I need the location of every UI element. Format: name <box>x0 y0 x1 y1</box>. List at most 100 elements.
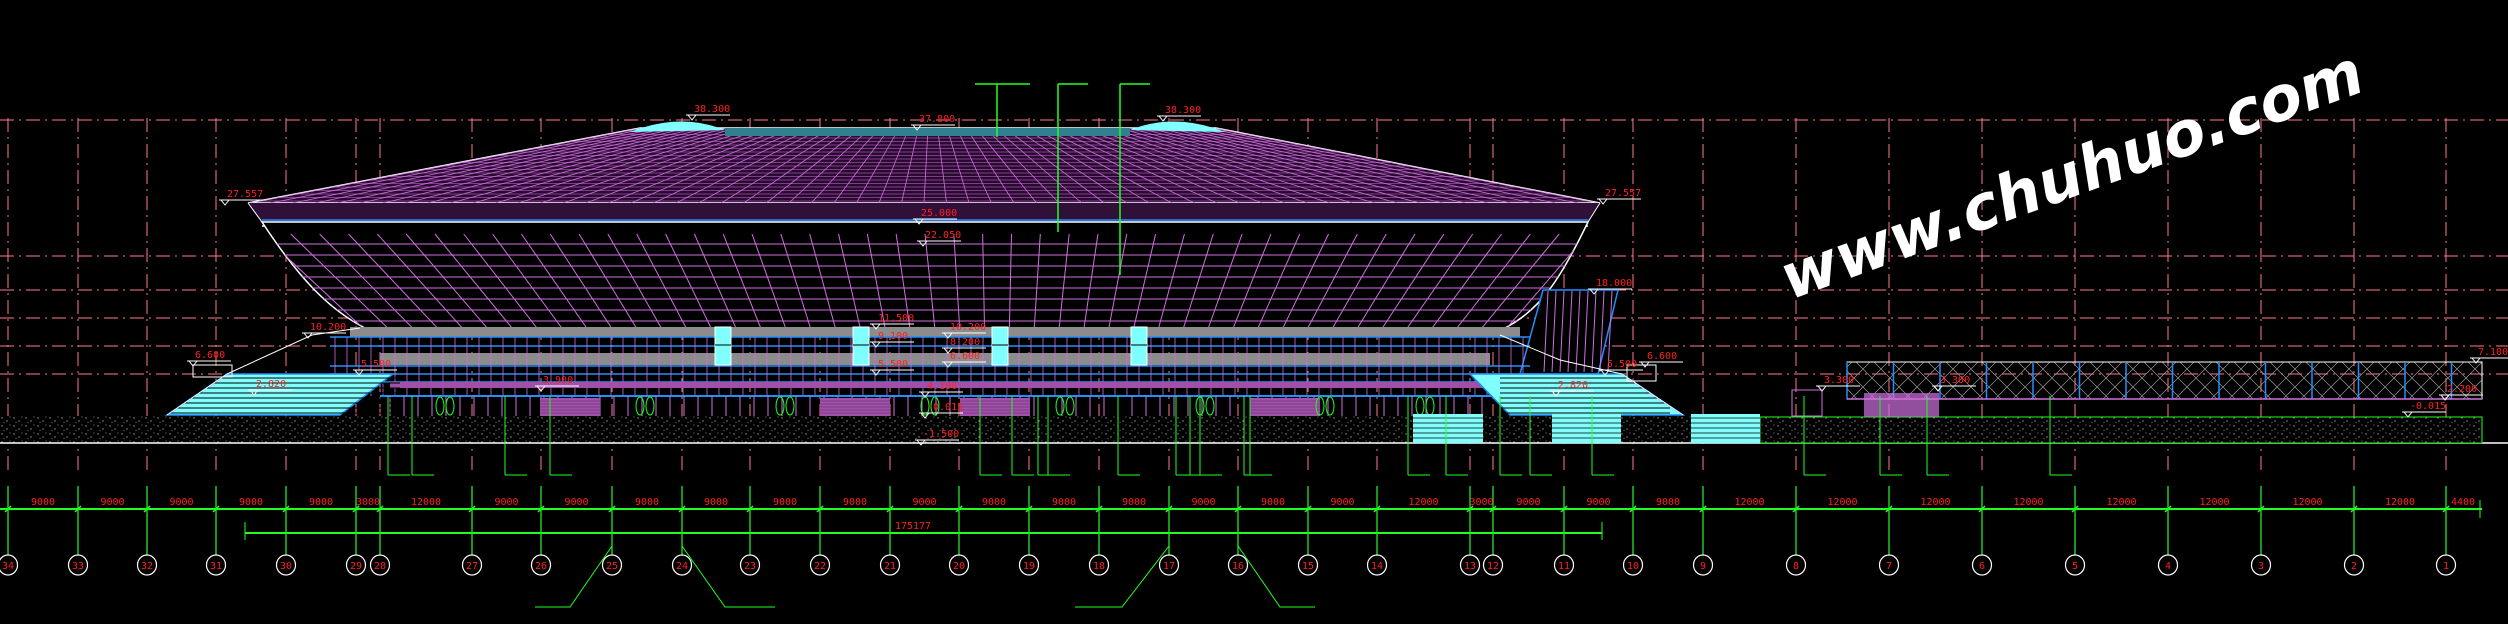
dimension-tick <box>955 505 963 513</box>
dimension-label: 12000 <box>2013 497 2043 508</box>
axis-label: 10 <box>1627 561 1639 572</box>
axis-bubble <box>1366 554 1388 576</box>
axis-label: 24 <box>676 561 688 572</box>
dimension-label: 9000 <box>1516 497 1540 508</box>
bowl-mullion <box>636 233 688 328</box>
bowl-mullion <box>1380 233 1445 328</box>
total-dimension-label: 175177 <box>895 521 931 532</box>
bowl-mullion <box>405 233 490 328</box>
bowl-mullion <box>492 233 564 328</box>
elevation-label: 2.200 <box>2447 384 2477 395</box>
axis-label: 3 <box>2258 561 2264 572</box>
bowl-mullion <box>1231 233 1272 328</box>
entrance-door-symbol <box>1425 396 1435 416</box>
annotation-leaders <box>387 83 2072 608</box>
side-drum-mullion <box>1559 290 1565 373</box>
bowl-mullion <box>665 233 713 328</box>
roof-skylight-right <box>1130 121 1225 132</box>
axis-bubble <box>1622 554 1644 576</box>
bowl-mullion <box>1430 233 1502 328</box>
dimension-tick <box>1466 505 1474 513</box>
axis-label: 30 <box>280 561 292 572</box>
dimension-tick <box>678 505 686 513</box>
dimension-tick <box>1699 505 1707 513</box>
side-drum-mullion <box>1551 290 1557 373</box>
axis-bubble <box>345 554 367 576</box>
dimension-label: 9000 <box>564 497 588 508</box>
axis-bubble <box>205 554 227 576</box>
dimension-tick <box>1373 505 1381 513</box>
axis-bubble <box>369 554 391 576</box>
dimension-tick <box>2442 505 2450 513</box>
elevation-label: 3.300 <box>1940 375 1970 386</box>
elevation-label: 27.557 <box>1605 188 1641 199</box>
section-leader <box>681 545 775 608</box>
axis-bubble <box>1482 554 1504 576</box>
purple-band <box>390 382 1490 388</box>
axis-label: 8 <box>1793 561 1799 572</box>
bowl-mullion <box>434 233 515 328</box>
bowl-mullion <box>780 233 812 328</box>
elevation-label: 6.600 <box>950 351 980 362</box>
dimension-tick <box>468 505 476 513</box>
entrance-door-symbol <box>785 396 795 416</box>
side-drum-mullion <box>1599 290 1605 373</box>
dimension-label: 12000 <box>2106 497 2136 508</box>
dimension-tick <box>74 505 82 513</box>
bowl-mullion <box>982 233 986 328</box>
bowl-mullion <box>376 233 465 328</box>
elevation-label: 5.500 <box>878 359 908 370</box>
elevation-label: -0.015 <box>927 402 963 413</box>
stair-tower <box>714 326 732 366</box>
bowl-mullion <box>693 233 738 328</box>
entrance-door-symbol <box>1065 396 1075 416</box>
bowl-mullion <box>866 233 886 328</box>
dimension-tick <box>1165 505 1173 513</box>
axis-label: 26 <box>535 561 547 572</box>
bowl-mullion <box>290 233 391 328</box>
dimension-tick <box>282 505 290 513</box>
stair-tower <box>1130 326 1148 366</box>
dimension-label: 9000 <box>1191 497 1215 508</box>
bowl-mullion <box>895 233 911 328</box>
entrance-door-symbol <box>1415 396 1425 416</box>
bowl-mullion <box>1256 233 1301 328</box>
bowl-mullion <box>1033 233 1041 328</box>
dimension-tick <box>1304 505 1312 513</box>
elevation-label: 3.300 <box>1824 375 1854 386</box>
bowl-mullion <box>1083 233 1099 328</box>
side-drum-mullion <box>1583 290 1589 373</box>
dimension-label: 9000 <box>100 497 124 508</box>
elevation-label: 37.800 <box>919 114 955 125</box>
dimension-tick <box>2257 505 2265 513</box>
dimension-tick <box>2071 505 2079 513</box>
elevation-label: 6.600 <box>1647 351 1677 362</box>
entrance-door-symbol <box>645 396 655 416</box>
elevation-marker-icon <box>219 199 231 206</box>
axis-label: 27 <box>466 561 478 572</box>
dimension-label: 12000 <box>2199 497 2229 508</box>
side-drum-mullion <box>1591 290 1597 373</box>
axis-label: 19 <box>1023 561 1035 572</box>
section-leader <box>1237 545 1315 608</box>
axis-bubble <box>1297 554 1319 576</box>
bowl-mullion <box>549 233 614 328</box>
axis-label: 12 <box>1487 561 1499 572</box>
dimension-tick <box>1885 505 1893 513</box>
dimension-tick <box>608 505 616 513</box>
bowl-mullion <box>1479 233 1560 328</box>
axis-bubble <box>1971 554 1993 576</box>
dimension-label: 9000 <box>1586 497 1610 508</box>
dimension-label: 9000 <box>773 497 797 508</box>
bowl-mullion <box>953 233 961 328</box>
dimension-tick <box>816 505 824 513</box>
axis-bubble <box>948 554 970 576</box>
bowl-mullion <box>1132 233 1157 328</box>
dimension-label: 4400 <box>2451 497 2475 508</box>
axis-bubble <box>2157 554 2179 576</box>
entrance-door-symbol <box>1315 396 1325 416</box>
stair-tower <box>852 326 870 366</box>
elevation-label: 9.100 <box>878 331 908 342</box>
elevation-label: 2.820 <box>1558 380 1588 391</box>
